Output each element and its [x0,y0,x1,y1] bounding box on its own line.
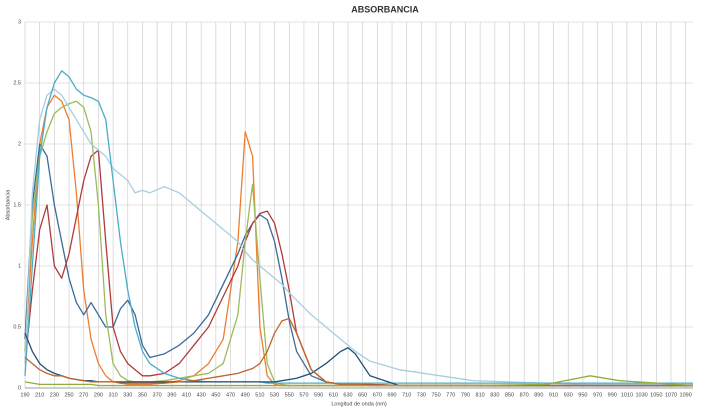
x-tick-label: 250 [64,392,73,398]
x-tick-label: 1050 [650,392,662,398]
x-tick-label: 710 [402,392,411,398]
x-tick-label: 550 [285,392,294,398]
x-tick-label: 670 [373,392,382,398]
x-tick-label: 410 [182,392,191,398]
x-tick-label: 630 [343,392,352,398]
x-tick-label: 930 [564,392,573,398]
x-tick-label: 350 [138,392,147,398]
x-tick-label: 890 [534,392,543,398]
x-tick-label: 1090 [680,392,692,398]
y-tick-label: 2.5 [13,80,21,86]
x-tick-label: 190 [20,392,29,398]
x-tick-label: 990 [608,392,617,398]
x-tick-label: 330 [123,392,132,398]
y-tick-label: 2 [18,141,21,147]
x-tick-label: 510 [255,392,264,398]
x-tick-label: 470 [226,392,235,398]
y-tick-label: 1 [18,263,21,269]
x-tick-label: 970 [593,392,602,398]
y-axis-title: Absorbancia [5,189,11,221]
x-tick-label: 830 [490,392,499,398]
x-tick-label: 390 [167,392,176,398]
x-tick-label: 950 [578,392,587,398]
x-tick-label: 730 [417,392,426,398]
x-tick-label: 530 [270,392,279,398]
x-tick-label: 490 [241,392,250,398]
y-tick-label: 1.5 [13,202,21,208]
x-tick-label: 590 [314,392,323,398]
x-tick-label: 770 [446,392,455,398]
x-tick-label: 430 [197,392,206,398]
x-tick-label: 910 [549,392,558,398]
x-tick-label: 1070 [665,392,677,398]
x-tick-label: 290 [94,392,103,398]
x-tick-label: 270 [79,392,88,398]
x-axis-title: Longitud de onda (nm) [331,401,387,407]
x-tick-label: 810 [476,392,485,398]
y-tick-label: 0 [18,385,21,391]
series-line [24,149,693,387]
series-line [24,70,693,384]
y-tick-label: 3 [18,19,21,25]
x-tick-label: 610 [329,392,338,398]
x-tick-label: 230 [50,392,59,398]
series-line [24,88,693,385]
x-tick-label: 650 [358,392,367,398]
x-tick-label: 310 [108,392,117,398]
x-tick-label: 690 [387,392,396,398]
x-tick-label: 850 [505,392,514,398]
y-tick-label: 0.5 [13,324,21,330]
series-line [24,375,694,387]
x-tick-label: 1010 [621,392,633,398]
x-tick-label: 450 [211,392,220,398]
x-tick-label: 210 [35,392,44,398]
series-line [24,94,693,387]
x-tick-label: 750 [431,392,440,398]
x-tick-label: 570 [299,392,308,398]
series-line [24,317,693,387]
x-tick-label: 870 [520,392,529,398]
chart-title: ABSORBANCIA [351,4,419,14]
x-tick-label: 370 [153,392,162,398]
series-line [24,143,693,387]
x-tick-label: 1030 [635,392,647,398]
x-tick-label: 790 [461,392,470,398]
